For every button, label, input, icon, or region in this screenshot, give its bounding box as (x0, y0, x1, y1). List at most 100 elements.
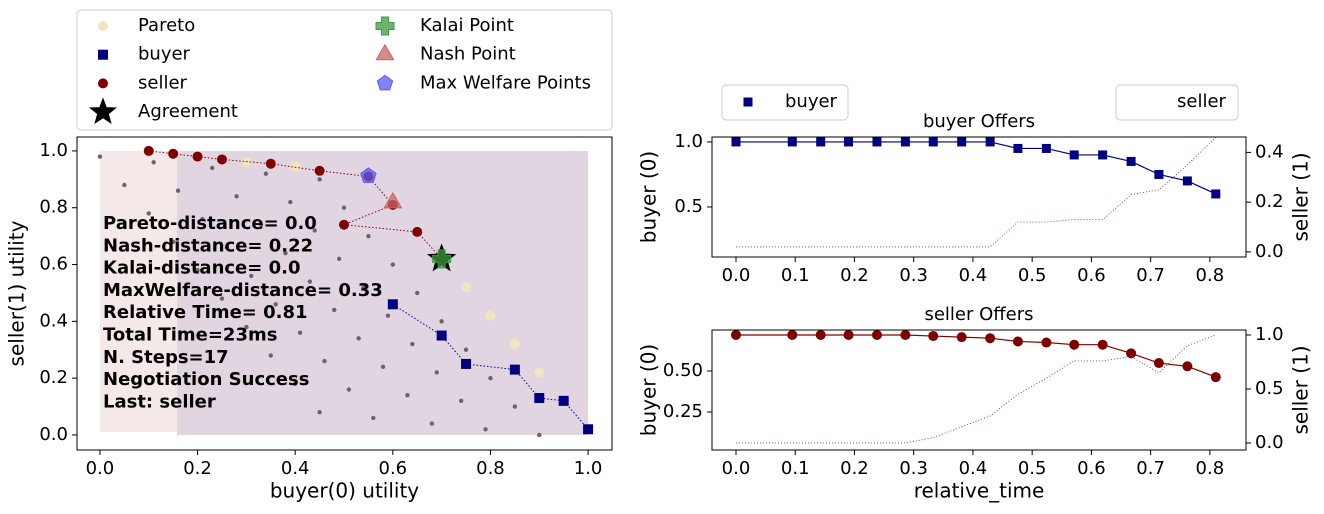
point (383, 191, 403, 209)
x-tick-label: 0.6 (379, 458, 408, 479)
outcome-point (410, 341, 415, 347)
outcome-point (366, 233, 371, 239)
outcome-point (97, 154, 103, 159)
legend-label: seller (138, 72, 188, 93)
legend-label: buyer (138, 44, 191, 65)
outcome-point (346, 387, 352, 392)
point (1154, 169, 1164, 179)
y2-tick-label: 1.0 (1255, 324, 1284, 345)
y-tick-label: 1.0 (39, 140, 68, 161)
point (1210, 372, 1221, 383)
outcome-point (234, 194, 239, 199)
point (290, 161, 301, 172)
point (509, 339, 520, 350)
point (787, 137, 797, 147)
x-tick-label: 0.1 (781, 265, 810, 286)
outcome-point (151, 160, 156, 165)
point (731, 137, 741, 147)
x-tick-label: 0.4 (281, 458, 310, 479)
point (928, 137, 938, 147)
y-tick-label: 0.0 (39, 424, 68, 445)
outcome-point (219, 296, 225, 301)
outcome-point (258, 222, 264, 227)
point (900, 137, 910, 147)
x-tick-label: 0.0 (722, 458, 751, 479)
y2-axis-label: seller (1) (1289, 152, 1313, 241)
point (265, 158, 276, 169)
point (900, 329, 911, 340)
point (871, 329, 882, 340)
reserved-region (177, 151, 588, 435)
outcome-point (146, 211, 151, 216)
outcome-point (458, 398, 464, 404)
point (1041, 337, 1052, 348)
outcome-point (200, 216, 205, 222)
y2-tick-label: 0.5 (1255, 378, 1284, 399)
outcome-point (195, 268, 200, 273)
y-tick-label: 0.4 (39, 310, 68, 331)
outcome-point (415, 290, 420, 296)
outcome-point (317, 410, 322, 415)
point (461, 358, 472, 369)
series-line (735, 334, 1216, 444)
outcome-point (249, 273, 254, 279)
outcome-point (336, 256, 342, 262)
x-tick-label: 0.5 (1018, 265, 1047, 286)
x-tick-label: 0.4 (959, 265, 988, 286)
outcome-point (439, 319, 444, 324)
outcome-point (385, 313, 391, 318)
legend-box (721, 84, 849, 121)
y2-tick-label: 0.4 (1255, 141, 1284, 162)
y-axis-label: buyer (0) (637, 344, 661, 436)
point (843, 329, 854, 340)
point (928, 331, 939, 342)
annotation: Kalai-distance= 0.0 (103, 258, 301, 279)
point (816, 137, 826, 147)
point (1069, 150, 1079, 160)
y2-tick-label: 0.0 (1255, 241, 1284, 262)
y-tick-label: 0.50 (663, 360, 703, 381)
point (534, 393, 545, 404)
outcome-point (390, 262, 396, 267)
point (192, 151, 203, 162)
point (1013, 143, 1023, 153)
outcome-point (512, 404, 518, 409)
annotation: Total Time=23ms (103, 325, 277, 346)
point (787, 329, 798, 340)
legend-label: Max Welfare Points (420, 72, 591, 93)
outcome-point (483, 427, 488, 432)
x-tick-label: 0.3 (899, 265, 928, 286)
outcome-point (405, 392, 410, 398)
point (1069, 339, 1080, 350)
legend-label: Nash Point (420, 44, 516, 65)
outcome-point (322, 358, 327, 364)
legend-label: Agreement (138, 101, 238, 122)
x-axis-label: buyer(0) utility (270, 479, 419, 503)
point (339, 219, 350, 230)
outcome-point (292, 381, 298, 387)
y2-tick-label: 0.2 (1255, 191, 1284, 212)
legend-marker (98, 78, 108, 89)
x-tick-label: 0.2 (840, 265, 869, 286)
x-tick-label: 0.6 (1077, 265, 1106, 286)
y-axis-label: buyer (0) (637, 151, 661, 243)
plot-frame (711, 329, 1247, 451)
point (412, 226, 423, 237)
outcome-point (273, 302, 278, 307)
x-tick-label: 0.4 (959, 458, 988, 479)
outcome-point (170, 239, 176, 245)
y-tick-label: 0.6 (39, 254, 68, 275)
point (1097, 339, 1108, 350)
outcome-point (380, 364, 386, 369)
y-tick-label: 0.2 (39, 367, 68, 388)
legend-label: seller (1177, 91, 1227, 112)
point (1012, 336, 1023, 347)
point (1211, 189, 1221, 199)
outcome-point (210, 165, 215, 171)
legend-label: Pareto (138, 15, 195, 36)
point (1126, 156, 1136, 166)
point (730, 329, 741, 340)
x-axis-label: relative_time (914, 479, 1045, 503)
